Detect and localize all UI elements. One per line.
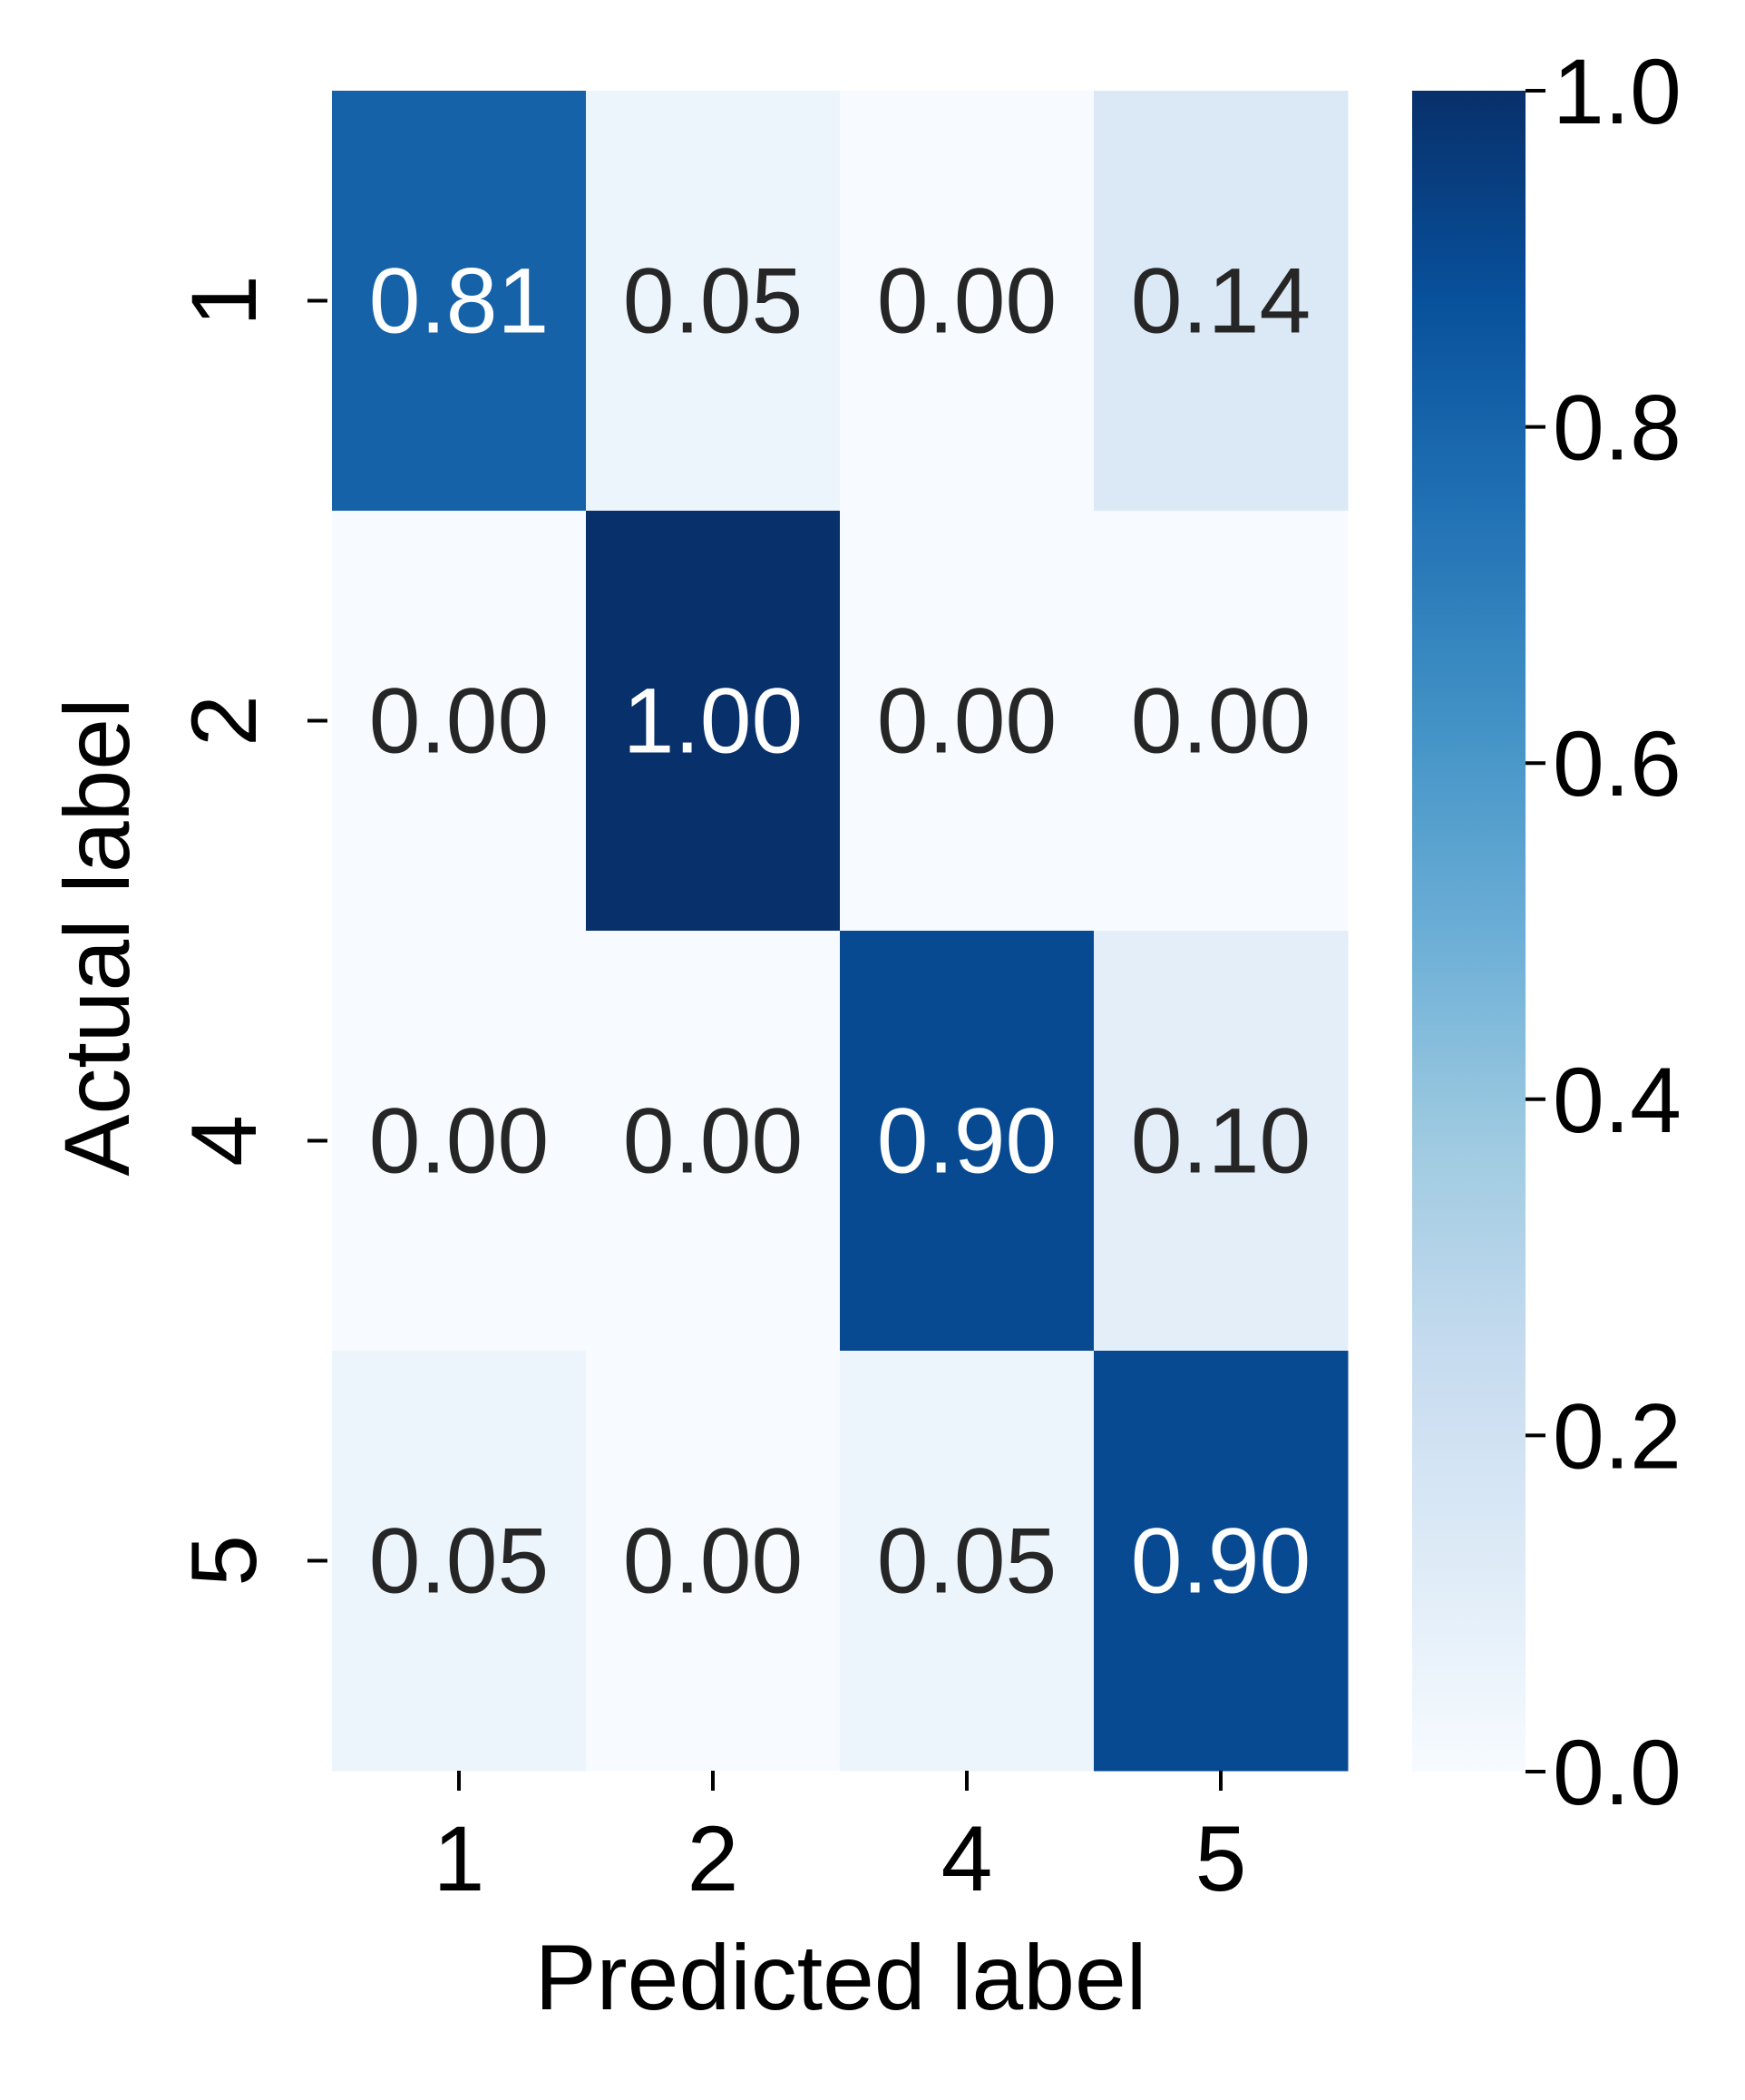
cell-value-label: 0.90 (877, 1089, 1058, 1193)
x-tick-label: 4 (941, 1807, 993, 1910)
cell-value-label: 0.05 (623, 249, 804, 353)
colorbar-tick-label: 0.6 (1553, 712, 1682, 816)
heatmap-cell (840, 91, 1095, 512)
cell-value-label: 0.00 (369, 1089, 550, 1193)
heatmap-cell (332, 91, 587, 512)
colorbar: 0.0 0.2 0.4 0.6 0.8 1.0 (1412, 40, 1682, 1824)
y-axis-label: Actual label (45, 698, 149, 1176)
colorbar-tick-label: 0.4 (1553, 1049, 1682, 1152)
colorbar-tick-label: 0.2 (1553, 1384, 1682, 1488)
colorbar-tick-label: 0.0 (1553, 1721, 1682, 1824)
colorbar-gradient (1412, 91, 1526, 1772)
heatmap-cell (586, 511, 841, 932)
x-axis: 1 2 4 5 (434, 1771, 1247, 1910)
cell-value-label: 0.00 (877, 669, 1058, 773)
cell-value-label: 0.14 (1131, 249, 1311, 353)
heatmap-cell (332, 511, 587, 932)
heatmap-cell (586, 91, 841, 512)
y-axis: 1 2 4 5 (172, 275, 327, 1587)
cell-value-label: 0.90 (1131, 1509, 1311, 1613)
colorbar-ticks: 0.0 0.2 0.4 0.6 0.8 1.0 (1526, 40, 1682, 1824)
heatmap-cell (840, 931, 1095, 1352)
heatmap-cell (332, 1351, 587, 1772)
x-tick-label: 2 (687, 1807, 739, 1910)
heatmap-cell-labels: 0.81 0.05 0.00 0.14 0.00 1.00 0.00 0.00 0.00 0.00… (369, 249, 1311, 1613)
y-tick-label: 1 (172, 275, 276, 327)
heatmap-cell (840, 511, 1095, 932)
heatmap-cell (840, 1351, 1095, 1772)
heatmap-cell (1094, 1351, 1349, 1772)
x-tick-label: 5 (1195, 1807, 1247, 1910)
cell-value-label: 0.05 (369, 1509, 550, 1613)
cell-value-label: 0.05 (877, 1509, 1058, 1613)
heatmap-cell (1094, 931, 1349, 1352)
y-tick-label: 4 (172, 1115, 276, 1167)
y-tick-label: 2 (172, 695, 276, 747)
cell-value-label: 0.10 (1131, 1089, 1311, 1193)
heatmap-cell (1094, 91, 1349, 512)
y-tick-label: 5 (172, 1535, 276, 1587)
cell-value-label: 0.00 (1131, 669, 1311, 773)
colorbar-tick-label: 0.8 (1553, 376, 1682, 480)
heatmap-cell (586, 931, 841, 1352)
cell-value-label: 0.00 (877, 249, 1058, 353)
heatmap-cells (332, 91, 1349, 1772)
cell-value-label: 0.81 (369, 249, 550, 353)
cell-value-label: 1.00 (623, 669, 804, 773)
heatmap-cell (332, 931, 587, 1352)
x-tick-label: 1 (434, 1807, 485, 1910)
heatmap-cell (1094, 511, 1349, 932)
x-axis-label: Predicted label (535, 1926, 1147, 2029)
cell-value-label: 0.00 (623, 1089, 804, 1193)
colorbar-tick-label: 1.0 (1553, 40, 1682, 143)
cell-value-label: 0.00 (623, 1509, 804, 1613)
heatmap-cell (586, 1351, 841, 1772)
cell-value-label: 0.00 (369, 669, 550, 773)
